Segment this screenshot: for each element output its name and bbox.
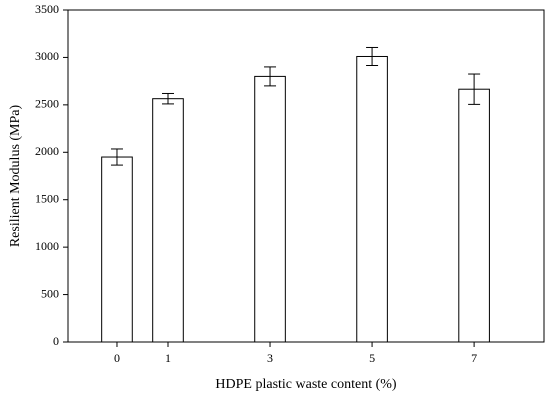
y-tick-label: 0 (53, 334, 59, 348)
bar (101, 156, 133, 343)
x-tick-label: 5 (369, 351, 375, 365)
bar (458, 88, 490, 343)
y-tick-label: 2000 (35, 144, 59, 158)
plot-frame (67, 9, 545, 343)
bar (152, 98, 184, 343)
y-tick-label: 1500 (35, 191, 59, 205)
x-tick-label: 7 (471, 351, 477, 365)
x-axis-title: HDPE plastic waste content (%) (215, 377, 397, 392)
bar (356, 55, 388, 343)
y-tick-label: 1000 (35, 239, 59, 253)
y-tick-label: 500 (41, 286, 59, 300)
y-tick-label: 2500 (35, 97, 59, 111)
bar (254, 75, 286, 343)
y-tick-label: 3000 (35, 49, 59, 63)
x-tick-label: 0 (114, 351, 120, 365)
y-axis-title: Resilient Modulus (MPa) (8, 105, 23, 248)
y-tick-label: 3500 (35, 2, 59, 16)
x-tick-label: 1 (165, 351, 171, 365)
x-tick-label: 3 (267, 351, 273, 365)
